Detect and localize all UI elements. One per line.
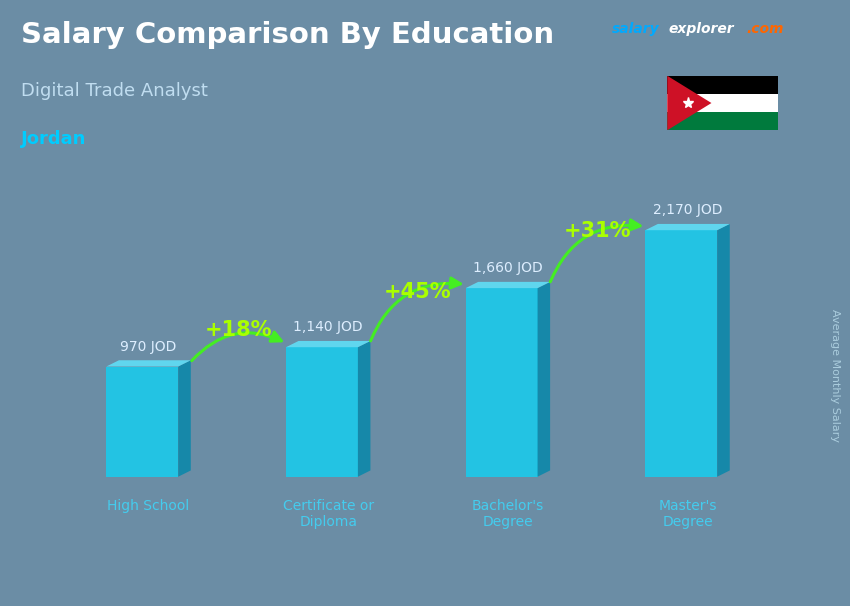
Text: 1,660 JOD: 1,660 JOD — [473, 261, 543, 275]
Text: +18%: +18% — [205, 320, 272, 340]
Polygon shape — [178, 360, 190, 477]
Bar — [667, 76, 778, 94]
Text: Bachelor's
Degree: Bachelor's Degree — [472, 499, 544, 529]
Text: 970 JOD: 970 JOD — [121, 340, 177, 354]
Polygon shape — [645, 230, 717, 477]
Text: salary: salary — [612, 22, 660, 36]
Bar — [667, 94, 778, 112]
Polygon shape — [537, 282, 550, 477]
Text: Average Monthly Salary: Average Monthly Salary — [830, 309, 840, 442]
Text: Master's
Degree: Master's Degree — [658, 499, 717, 529]
Polygon shape — [106, 360, 190, 367]
Polygon shape — [466, 282, 550, 288]
Text: explorer: explorer — [669, 22, 734, 36]
Text: .com: .com — [746, 22, 784, 36]
Text: 1,140 JOD: 1,140 JOD — [293, 321, 363, 335]
Polygon shape — [645, 224, 730, 230]
Text: +45%: +45% — [384, 282, 452, 302]
Polygon shape — [667, 76, 711, 130]
Text: +31%: +31% — [564, 221, 632, 241]
Text: Salary Comparison By Education: Salary Comparison By Education — [21, 21, 554, 49]
Text: Jordan: Jordan — [21, 130, 87, 148]
Text: High School: High School — [107, 499, 190, 513]
Polygon shape — [286, 341, 371, 347]
Polygon shape — [106, 367, 178, 477]
Bar — [667, 112, 778, 130]
Text: 2,170 JOD: 2,170 JOD — [653, 204, 722, 218]
Text: Certificate or
Diploma: Certificate or Diploma — [283, 499, 374, 529]
Polygon shape — [358, 341, 371, 477]
Polygon shape — [717, 224, 730, 477]
Polygon shape — [466, 288, 537, 477]
Polygon shape — [286, 347, 358, 477]
Text: Digital Trade Analyst: Digital Trade Analyst — [21, 82, 208, 100]
